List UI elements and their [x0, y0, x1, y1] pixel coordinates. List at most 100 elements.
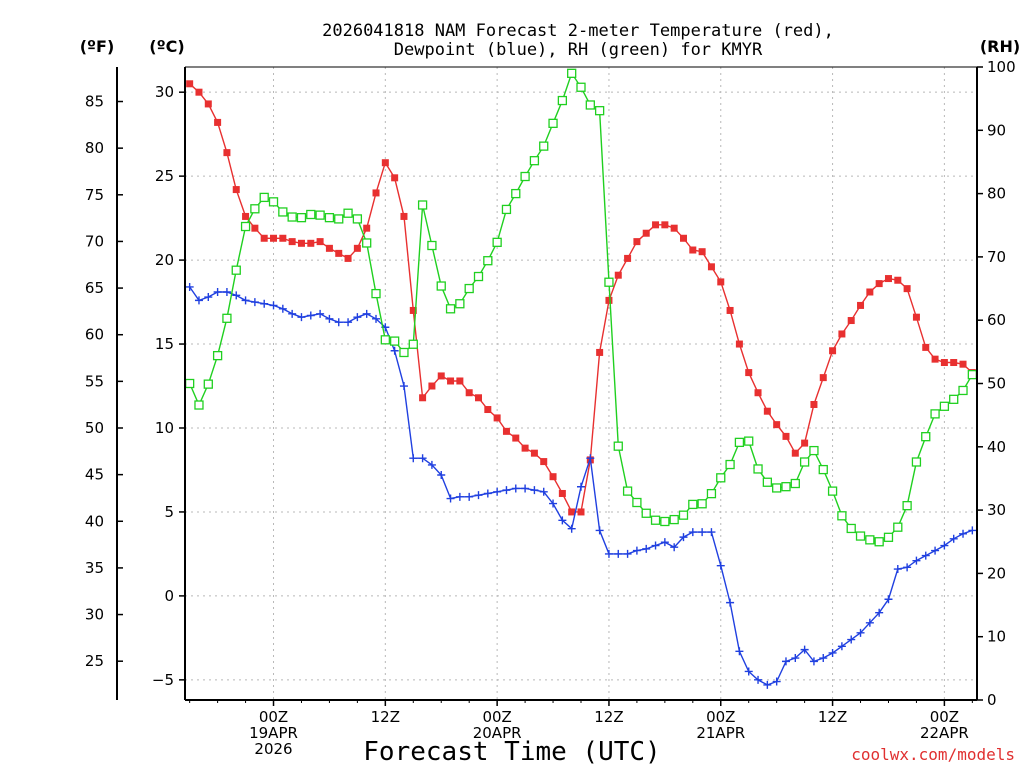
- temperature-point: [335, 249, 343, 257]
- rh-point: [669, 514, 679, 525]
- temperature-point: [726, 306, 734, 314]
- axes: [116, 66, 983, 706]
- fahrenheit-tick-label: 30: [85, 606, 104, 624]
- rh-tick-label: 60: [987, 311, 1006, 329]
- rh-point: [557, 95, 568, 106]
- dewpoint-point: [577, 482, 585, 491]
- dewpoint-point: [372, 314, 381, 323]
- rh-point: [473, 271, 484, 282]
- rh-point: [529, 156, 540, 166]
- dewpoint-point: [921, 551, 930, 560]
- dewpoint-point: [632, 546, 641, 555]
- temperature-point: [633, 238, 641, 246]
- dewpoint-point: [707, 528, 716, 537]
- rh-point: [399, 347, 409, 358]
- rh-point: [380, 335, 390, 345]
- celsius-tick-label: 5: [164, 503, 174, 521]
- x-tick-label: 12Z: [594, 708, 623, 726]
- rh-point: [650, 515, 661, 525]
- fahrenheit-tick-label: 35: [85, 559, 104, 577]
- chart-title-line-1: 2026041818 NAM Forecast 2-meter Temperat…: [322, 21, 834, 41]
- fahrenheit-tick-label: 80: [85, 139, 104, 157]
- temperature-point: [297, 239, 305, 247]
- temperature-point: [419, 394, 427, 402]
- temperature-point: [391, 174, 399, 182]
- rh-point: [762, 477, 773, 487]
- temperature-point: [735, 340, 743, 348]
- rh-point: [501, 204, 512, 215]
- dewpoint-point: [679, 533, 688, 542]
- dewpoint-point: [232, 291, 241, 300]
- dewpoint-point: [549, 499, 558, 508]
- temperature-point: [279, 234, 287, 242]
- dewpoint-point: [763, 680, 772, 689]
- dewpoint-point: [968, 526, 977, 535]
- rh-point: [259, 192, 269, 203]
- rh-point: [464, 283, 474, 294]
- dewpoint-point: [735, 647, 744, 656]
- credit-text: coolwx.com/models: [851, 745, 1015, 764]
- temperature-point: [754, 389, 762, 397]
- temperature-point: [884, 275, 892, 283]
- rh-point: [772, 483, 782, 493]
- rh-point: [958, 385, 968, 396]
- temperature-point: [456, 377, 464, 385]
- dewpoint-point: [567, 524, 576, 533]
- rh-point: [408, 339, 418, 349]
- rh-point: [492, 237, 502, 247]
- dewpoint-point: [539, 487, 548, 496]
- dewpoint-point: [959, 529, 968, 538]
- rh-tick-label: 10: [987, 628, 1006, 646]
- celsius-tick-label: 10: [155, 419, 174, 437]
- tick-labels: −5 0 5 10 15 20 25 30 25 30 35 40 45 50 55 60 65 70 75 80 85…: [85, 58, 1016, 758]
- dewpoint-point: [940, 541, 949, 550]
- dewpoint-point: [260, 299, 269, 308]
- dewpoint-point: [399, 382, 408, 391]
- rh-point: [837, 511, 847, 521]
- rh-tick-label: 30: [987, 501, 1006, 519]
- dewpoint-point: [521, 484, 530, 493]
- x-tick-label: 00Z: [259, 708, 288, 726]
- celsius-unit-label: (ºC): [149, 37, 184, 56]
- rh-point: [781, 482, 791, 492]
- rh-point: [697, 499, 707, 509]
- temperature-point: [698, 248, 706, 256]
- temperature-point: [353, 244, 361, 252]
- rh-point: [343, 208, 353, 218]
- rh-point: [911, 457, 922, 467]
- dewpoint-point: [893, 565, 902, 574]
- rh-point: [921, 432, 931, 442]
- rh-point: [194, 400, 204, 410]
- fahrenheit-tick-label: 50: [85, 419, 104, 437]
- dewpoint-point: [511, 484, 520, 493]
- rh-point: [315, 210, 325, 220]
- dewpoint-point: [483, 489, 492, 498]
- dewpoint-point: [269, 301, 278, 310]
- temperature-point: [437, 372, 445, 380]
- rh-point: [334, 214, 344, 224]
- temperature-point: [931, 355, 939, 363]
- rh-point: [809, 445, 819, 456]
- dewpoint-point: [390, 346, 399, 355]
- temperature-point: [186, 80, 194, 88]
- rh-point: [716, 473, 726, 483]
- temperature-point: [195, 88, 203, 96]
- temperature-point: [484, 406, 492, 414]
- rh-point: [417, 200, 428, 210]
- rh-point: [855, 531, 866, 541]
- x-tick-label: 21APR: [696, 724, 745, 742]
- dewpoint-point: [781, 657, 790, 666]
- temperature-point: [791, 449, 799, 457]
- temperature-point: [829, 347, 837, 355]
- temperature-point: [810, 400, 818, 408]
- celsius-tick-label: 30: [155, 83, 174, 101]
- rh-point: [660, 516, 670, 527]
- dewpoint-point: [241, 296, 250, 305]
- temperature-point: [307, 239, 315, 247]
- dewpoint-point: [716, 561, 725, 570]
- dewpoint-point: [800, 645, 809, 654]
- temperature-point: [381, 159, 389, 167]
- temperature-point: [502, 427, 510, 435]
- rh-tick-label: 40: [987, 438, 1006, 456]
- rh-point: [296, 213, 307, 223]
